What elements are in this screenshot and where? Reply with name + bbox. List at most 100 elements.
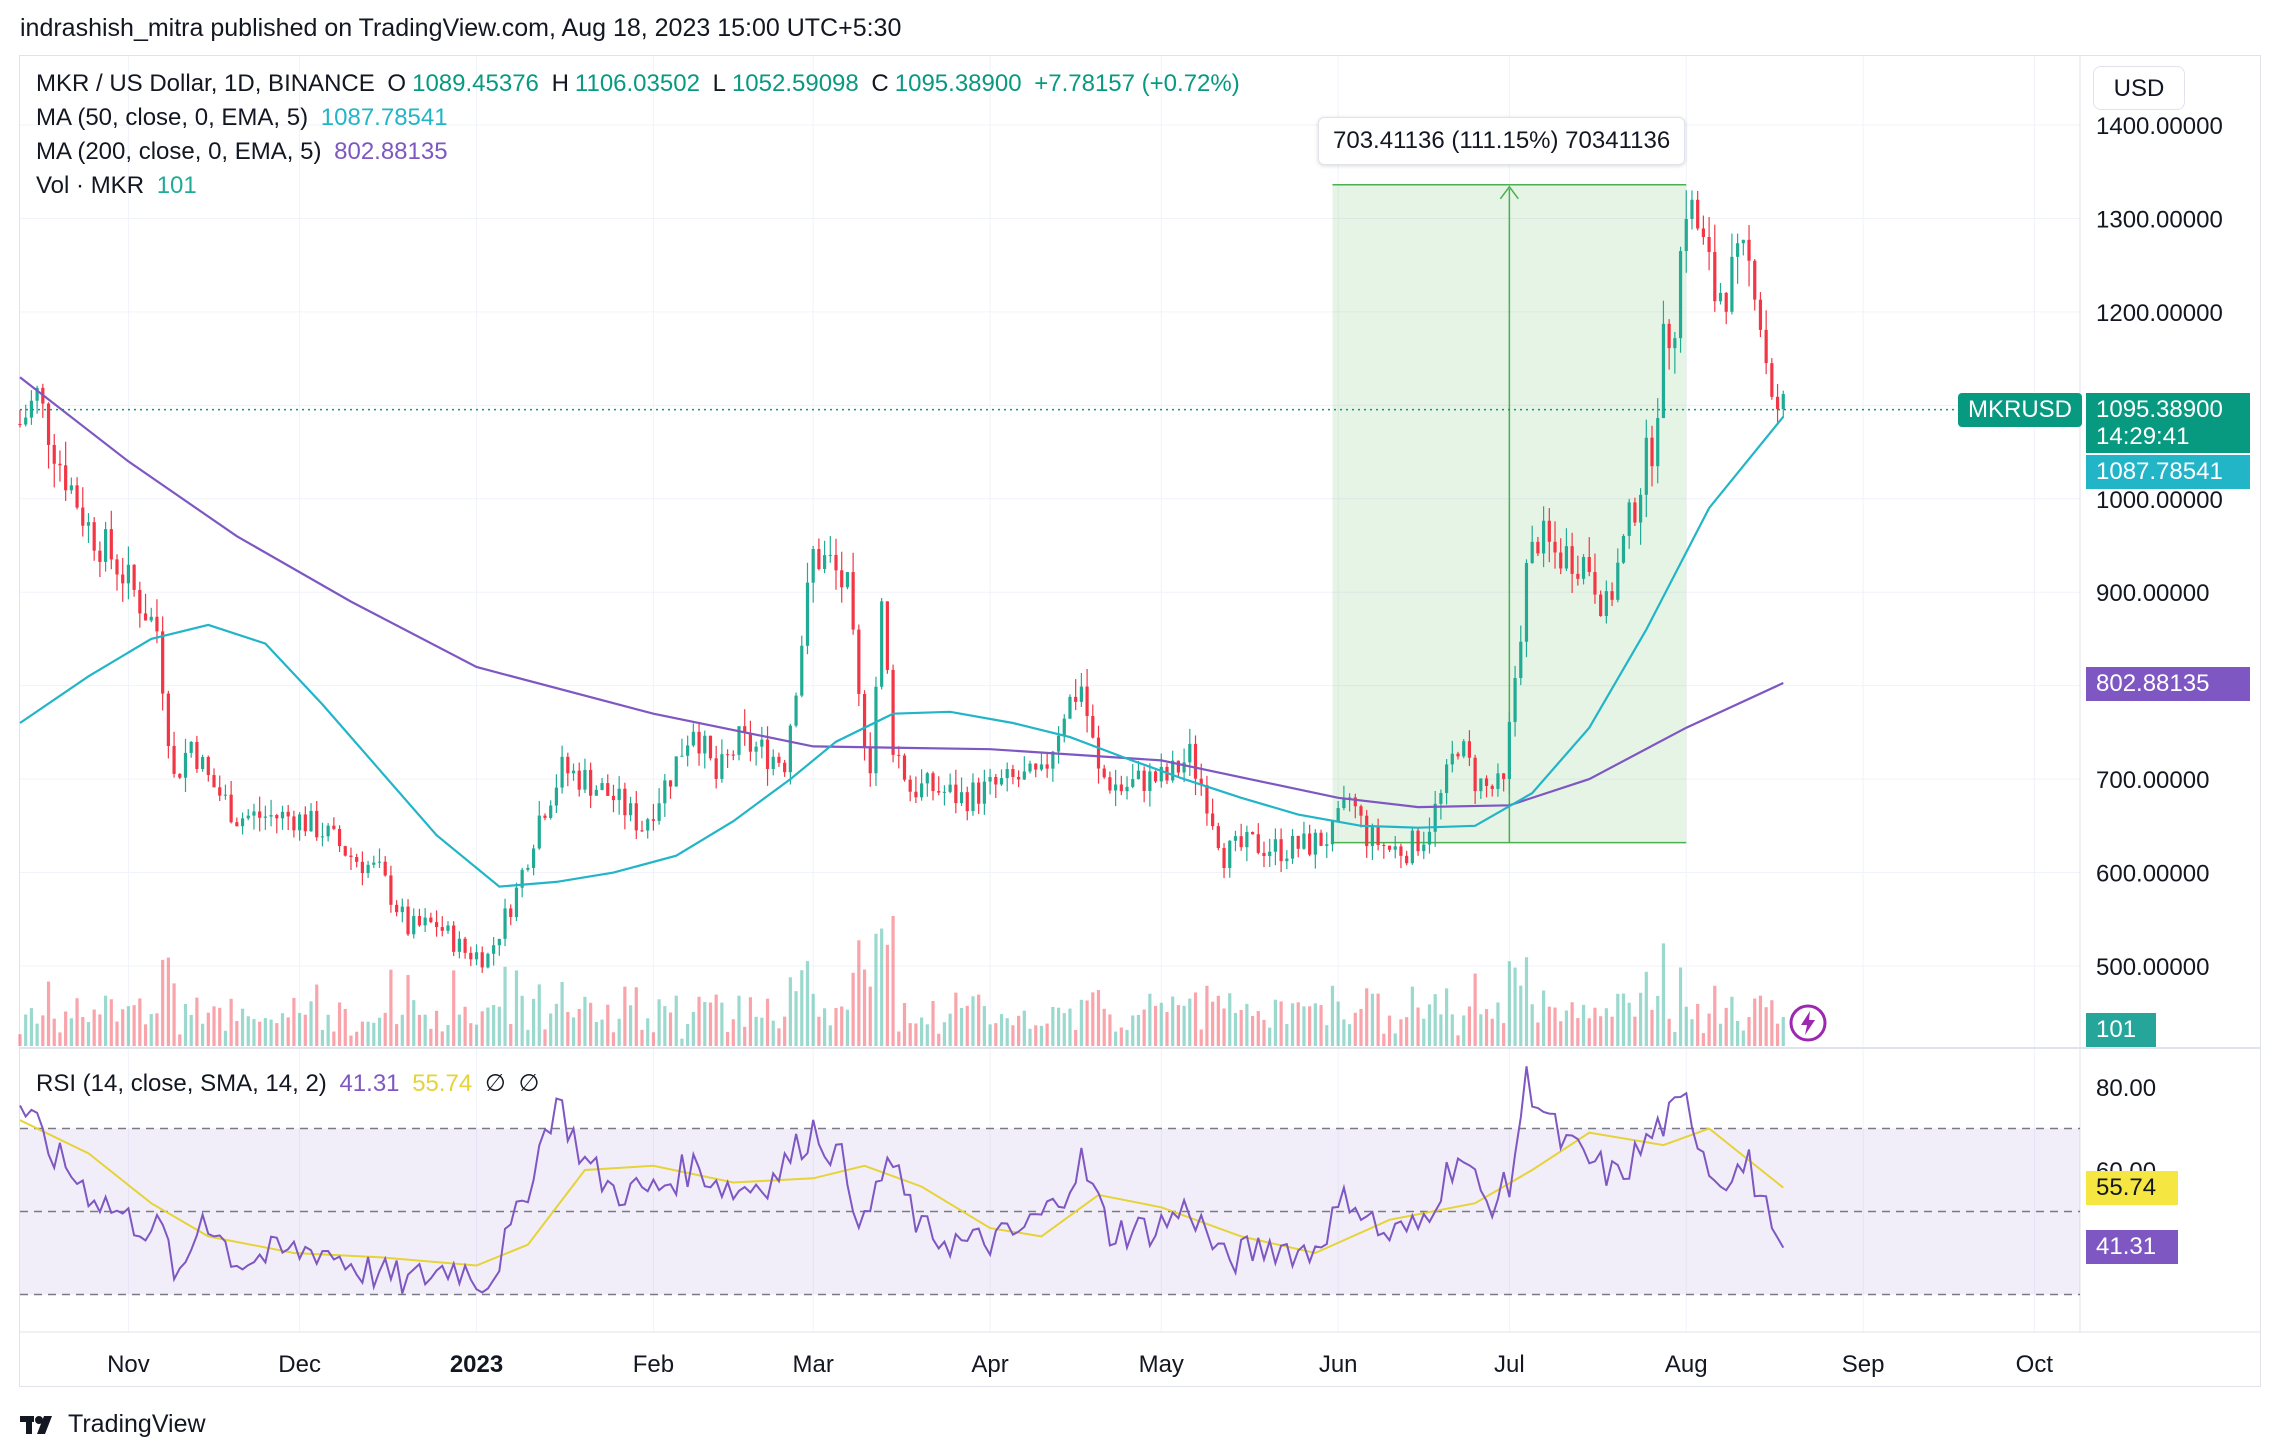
- volume-bar: [885, 944, 889, 1046]
- candle-body: [1422, 844, 1426, 852]
- volume-bar: [1604, 1008, 1608, 1046]
- volume-bar: [891, 916, 895, 1046]
- volume-bar: [1707, 1013, 1711, 1046]
- candle-body: [1781, 394, 1785, 410]
- candle-body: [1690, 199, 1694, 219]
- volume-bar: [920, 1017, 924, 1046]
- candle-body: [1730, 256, 1734, 312]
- candle-body: [657, 803, 661, 821]
- symbol-legend[interactable]: MKR / US Dollar, 1D, BINANCE O 1089.45376…: [36, 70, 1246, 98]
- volume-bar: [937, 1033, 941, 1046]
- currency-button[interactable]: USD: [2093, 66, 2185, 110]
- candle-body: [1216, 826, 1220, 849]
- candle-body: [52, 444, 56, 464]
- candle-body: [417, 916, 422, 926]
- lightning-icon[interactable]: [1788, 1003, 1828, 1043]
- candle-body: [1707, 236, 1711, 252]
- volume-bar: [566, 1011, 570, 1046]
- volume-bar: [1188, 998, 1192, 1046]
- rsi-label: RSI (14, close, SMA, 14, 2): [36, 1070, 327, 1097]
- candle-body: [1091, 716, 1095, 738]
- volume-bar: [1758, 995, 1763, 1046]
- volume-bar: [286, 1017, 290, 1046]
- footer-logo[interactable]: TradingView: [20, 1410, 206, 1439]
- volume-bar: [1650, 1009, 1654, 1046]
- candle-body: [121, 574, 125, 584]
- candle-body: [1770, 363, 1774, 397]
- candle-body: [1410, 830, 1414, 864]
- volume-bar: [1764, 1007, 1768, 1046]
- chart-frame: [19, 55, 2261, 1387]
- candle-body: [1365, 815, 1369, 847]
- volume-bar: [1747, 1017, 1751, 1046]
- rsi-legend[interactable]: RSI (14, close, SMA, 14, 2) 41.31 55.74 …: [36, 1069, 545, 1098]
- candle-body: [423, 917, 427, 926]
- volume-bar: [1496, 1002, 1500, 1046]
- volume-bar: [657, 999, 661, 1046]
- candle-body: [115, 559, 119, 575]
- volume-legend[interactable]: Vol · MKR 101: [36, 172, 203, 200]
- volume-bar: [965, 1005, 969, 1046]
- candle-body: [971, 782, 975, 812]
- candle-body: [594, 789, 598, 796]
- volume-bar: [201, 1023, 205, 1046]
- measure-arrow-head: [1499, 185, 1519, 200]
- volume-bar: [840, 1006, 844, 1046]
- volume-bar: [383, 1012, 387, 1046]
- volume-bar: [303, 1014, 307, 1046]
- candle-body: [1068, 696, 1072, 719]
- candle-body: [1610, 591, 1614, 600]
- ma50-legend[interactable]: MA (50, close, 0, EMA, 5) 1087.78541: [36, 104, 454, 132]
- volume-bar: [800, 970, 804, 1046]
- volume-bar: [623, 986, 627, 1046]
- volume-bar: [1684, 1006, 1688, 1046]
- volume-bar: [492, 1004, 496, 1046]
- volume-bar: [1153, 1005, 1158, 1046]
- candle-body: [937, 791, 941, 793]
- volume-bar: [1724, 1007, 1728, 1046]
- candle-body: [1490, 785, 1494, 789]
- candle-body: [1604, 591, 1608, 616]
- candle-body: [1347, 797, 1352, 799]
- candle-body: [1370, 826, 1375, 847]
- volume-bar: [868, 986, 872, 1046]
- time-tick-label: May: [1139, 1351, 1184, 1378]
- candle-body: [902, 755, 907, 780]
- candle-body: [1039, 764, 1044, 770]
- volume-bar: [1444, 988, 1449, 1046]
- candle-body: [1650, 437, 1654, 467]
- volume-bar: [1770, 1000, 1774, 1046]
- time-tick-label: Apr: [971, 1351, 1008, 1378]
- ma200-legend[interactable]: MA (200, close, 0, EMA, 5) 802.88135: [36, 138, 454, 166]
- volume-bar: [52, 1018, 56, 1046]
- volume-bar: [1285, 1024, 1289, 1046]
- volume-bar: [634, 987, 638, 1046]
- volume-bar: [1330, 985, 1335, 1046]
- candle-body: [178, 773, 182, 778]
- candle-body: [885, 601, 889, 670]
- volume-bar: [469, 1023, 473, 1046]
- volume-bar: [1268, 1027, 1272, 1046]
- candle-body: [1673, 338, 1677, 349]
- candle-body: [1524, 563, 1529, 642]
- candle-body: [46, 403, 51, 445]
- candle-body: [24, 417, 28, 425]
- candle-body: [1753, 260, 1757, 300]
- volume-bar: [218, 1007, 222, 1046]
- volume-bar: [121, 1009, 125, 1046]
- candle-body: [1741, 239, 1745, 244]
- candle-body: [1393, 846, 1397, 850]
- volume-bar: [514, 970, 519, 1046]
- volume-bar: [132, 1005, 136, 1046]
- candle-body: [1462, 741, 1466, 757]
- volume-bar: [1085, 1000, 1089, 1046]
- candle-body: [463, 938, 467, 953]
- volume-bar: [1536, 1022, 1540, 1046]
- candle-body: [1353, 797, 1357, 807]
- volume-bar: [1142, 1009, 1146, 1046]
- volume-bar: [1222, 1008, 1226, 1046]
- volume-bar: [1405, 1017, 1409, 1046]
- volume-bar: [674, 995, 678, 1046]
- volume-bar: [1553, 1007, 1557, 1046]
